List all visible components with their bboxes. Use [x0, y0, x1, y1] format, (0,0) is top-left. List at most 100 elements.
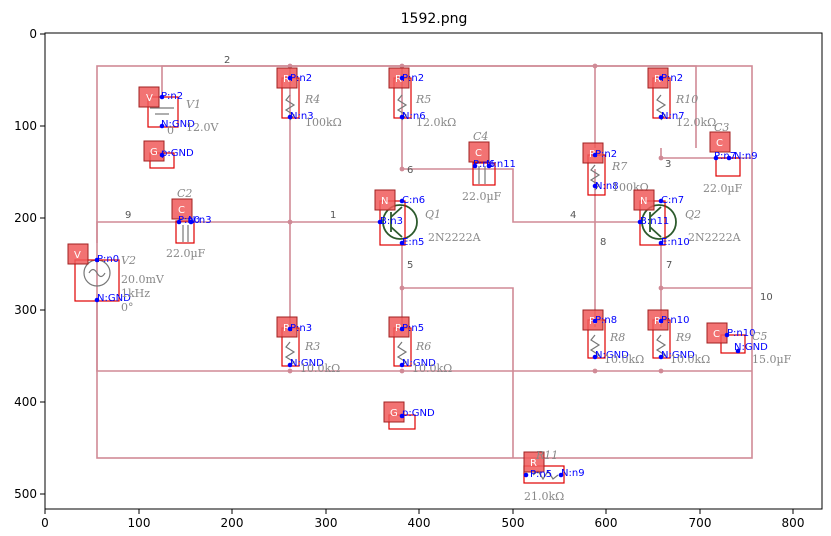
y-tick-label: 300	[14, 303, 37, 317]
svg-text:P:n2: P:n2	[595, 149, 617, 160]
y-tick-label: 200	[14, 211, 37, 225]
svg-text:22.0µF: 22.0µF	[166, 247, 206, 260]
x-tick-label: 400	[408, 516, 431, 530]
svg-text:N:n3: N:n3	[188, 215, 212, 226]
svg-text:P:n7: P:n7	[714, 151, 736, 162]
svg-text:22.0µF: 22.0µF	[462, 190, 502, 203]
net-label: 6	[407, 165, 413, 176]
svg-text:B:n3: B:n3	[380, 216, 403, 227]
svg-text:21.0kΩ: 21.0kΩ	[524, 490, 564, 503]
y-axis-ticks: 0 100 200 300 400 500	[14, 27, 45, 501]
svg-text:2N2222A: 2N2222A	[428, 231, 482, 244]
svg-text:P:n2: P:n2	[161, 91, 183, 102]
svg-text:R10: R10	[675, 93, 698, 106]
svg-text:1kHz: 1kHz	[121, 287, 150, 300]
net-label: 7	[666, 260, 672, 271]
svg-text:G: G	[390, 408, 398, 419]
axes-frame	[45, 33, 822, 509]
svg-text:C5: C5	[752, 330, 767, 343]
svg-text:B:n11: B:n11	[640, 216, 669, 227]
svg-text:C2: C2	[177, 187, 192, 200]
svg-text:P:n8: P:n8	[595, 315, 617, 326]
x-tick-label: 800	[782, 516, 805, 530]
x-tick-label: 600	[595, 516, 618, 530]
svg-text:12.0V: 12.0V	[186, 121, 219, 134]
net-label: 4	[570, 210, 576, 221]
svg-text:P:n2: P:n2	[661, 73, 683, 84]
svg-text:15.0µF: 15.0µF	[752, 353, 792, 366]
svg-text:p:GND: p:GND	[402, 408, 435, 419]
net-label: 5	[407, 260, 413, 271]
svg-text:P:n5: P:n5	[530, 469, 552, 480]
net-label: 2	[224, 55, 230, 66]
svg-text:C3: C3	[714, 121, 729, 134]
svg-text:C4: C4	[473, 130, 488, 143]
x-axis-ticks: 0 100 200 300 400 500 600 700 800	[41, 509, 804, 530]
svg-text:E:n10: E:n10	[661, 237, 690, 248]
svg-text:C: C	[713, 329, 720, 340]
x-tick-label: 100	[128, 516, 151, 530]
svg-text:C:n7: C:n7	[661, 195, 684, 206]
svg-text:12.0kΩ: 12.0kΩ	[676, 116, 716, 129]
svg-text:R9: R9	[675, 331, 691, 344]
svg-text:R3: R3	[304, 340, 320, 353]
svg-text:22.0µF: 22.0µF	[703, 182, 743, 195]
svg-text:10.0kΩ: 10.0kΩ	[670, 353, 710, 366]
svg-text:C:n6: C:n6	[402, 195, 425, 206]
svg-text:R11: R11	[535, 449, 558, 462]
svg-text:P:n2: P:n2	[290, 73, 312, 84]
svg-text:N:n9: N:n9	[561, 468, 585, 479]
net-label: 8	[600, 237, 606, 248]
svg-text:R5: R5	[415, 93, 431, 106]
svg-text:10.0kΩ: 10.0kΩ	[604, 353, 644, 366]
x-tick-label: 700	[689, 516, 712, 530]
x-tick-label: 300	[315, 516, 338, 530]
svg-text:C: C	[716, 138, 723, 149]
svg-text:0: 0	[167, 124, 174, 137]
figure-title: 1592.png	[401, 11, 468, 27]
net-label: 1	[330, 210, 336, 221]
svg-text:P:n10: P:n10	[661, 315, 689, 326]
x-tick-label: 200	[221, 516, 244, 530]
svg-text:20.0mV: 20.0mV	[121, 273, 165, 286]
svg-text:P:n2: P:n2	[402, 73, 424, 84]
net-label: 3	[665, 159, 671, 170]
y-tick-label: 500	[14, 487, 37, 501]
x-tick-label: 500	[502, 516, 525, 530]
svg-text:N: N	[640, 196, 647, 207]
svg-text:P:n0: P:n0	[97, 254, 119, 265]
svg-text:0°: 0°	[121, 301, 134, 314]
svg-text:100kΩ: 100kΩ	[305, 116, 342, 129]
svg-text:V1: V1	[186, 98, 201, 111]
svg-text:R4: R4	[304, 93, 320, 106]
net-label: 10	[760, 292, 773, 303]
svg-text:P:n3: P:n3	[290, 323, 312, 334]
y-tick-label: 400	[14, 395, 37, 409]
svg-text:N:n9: N:n9	[734, 151, 758, 162]
net-label: 9	[125, 210, 131, 221]
svg-text:R6: R6	[415, 340, 431, 353]
svg-text:G: G	[150, 147, 158, 158]
svg-text:N:GND: N:GND	[734, 342, 768, 353]
svg-text:E:n5: E:n5	[402, 237, 424, 248]
svg-text:R8: R8	[609, 331, 625, 344]
svg-text:N: N	[381, 196, 388, 207]
svg-text:12.0kΩ: 12.0kΩ	[416, 116, 456, 129]
y-tick-label: 100	[14, 119, 37, 133]
svg-text:2N2222A: 2N2222A	[688, 231, 742, 244]
svg-text:p:GND: p:GND	[161, 148, 194, 159]
svg-text:N:n11: N:n11	[486, 159, 516, 170]
svg-text:Q1: Q1	[425, 208, 441, 221]
svg-text:P:n5: P:n5	[402, 323, 424, 334]
x-tick-label: 0	[41, 516, 49, 530]
svg-text:Q2: Q2	[685, 208, 701, 221]
svg-text:V: V	[74, 250, 81, 261]
svg-text:V2: V2	[121, 254, 136, 267]
svg-text:C: C	[475, 148, 482, 159]
svg-text:R7: R7	[611, 160, 627, 173]
svg-text:10.0kΩ: 10.0kΩ	[300, 362, 340, 375]
svg-text:10.0kΩ: 10.0kΩ	[412, 362, 452, 375]
y-tick-label: 0	[29, 27, 37, 41]
svg-text:V: V	[146, 93, 153, 104]
